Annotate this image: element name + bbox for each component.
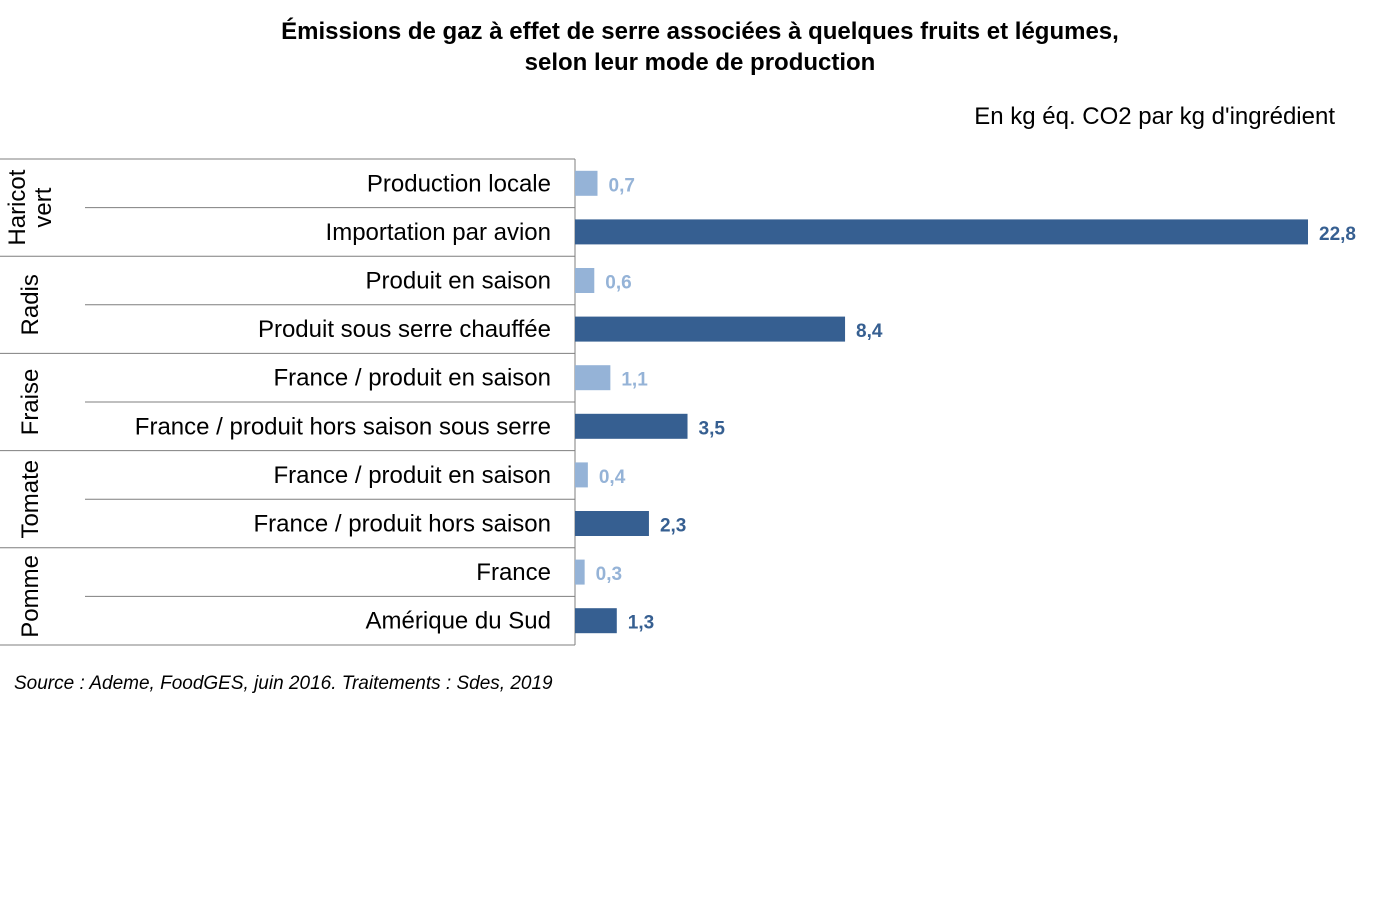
category-label: Production locale [367, 170, 551, 197]
data-label: 1,1 [621, 370, 648, 391]
category-label: France [476, 559, 551, 586]
bar [575, 413, 688, 439]
bar [575, 219, 1308, 245]
bar [575, 608, 617, 634]
bar [575, 170, 598, 196]
category-label: France / produit hors saison sous serre [135, 413, 551, 440]
group-label: Tomate [17, 460, 44, 539]
data-label: 22,8 [1319, 224, 1356, 245]
bar [575, 365, 611, 391]
data-label: 0,6 [605, 273, 631, 294]
category-label: Amérique du Sud [366, 608, 551, 635]
data-label: 8,4 [856, 321, 883, 342]
group-label: Haricotvert [4, 169, 57, 245]
unit-label: En kg éq. CO2 par kg d'ingrédient [974, 103, 1335, 130]
category-label: Importation par avion [326, 219, 551, 246]
data-label: 0,3 [596, 564, 622, 585]
data-label: 3,5 [699, 418, 726, 439]
category-label: France / produit en saison [274, 462, 552, 489]
bar-chart: Haricotvert Production locale 0,7 Importati… [0, 158, 1356, 646]
bar [575, 559, 585, 585]
chart-title-line-2: selon leur mode de production [524, 49, 876, 76]
group-label: Pomme [17, 555, 44, 638]
category-label: France / produit hors saison [254, 511, 551, 538]
group-label: Radis [17, 274, 44, 335]
bar [575, 462, 588, 488]
bar [575, 268, 595, 293]
data-label: 2,3 [660, 516, 686, 537]
data-label: 0,7 [609, 175, 635, 196]
bar [575, 511, 649, 536]
data-label: 0,4 [599, 467, 626, 488]
bar [575, 316, 846, 342]
category-label: Produit en saison [366, 268, 551, 295]
data-label: 1,3 [628, 613, 654, 634]
group-label: Fraise [17, 369, 44, 436]
source-note: Source : Ademe, FoodGES, juin 2016. Trai… [14, 673, 553, 694]
category-label: Produit sous serre chauffée [258, 316, 551, 343]
category-label: France / produit en saison [274, 365, 552, 392]
chart-title-line-1: Émissions de gaz à effet de serre associ… [281, 18, 1119, 45]
